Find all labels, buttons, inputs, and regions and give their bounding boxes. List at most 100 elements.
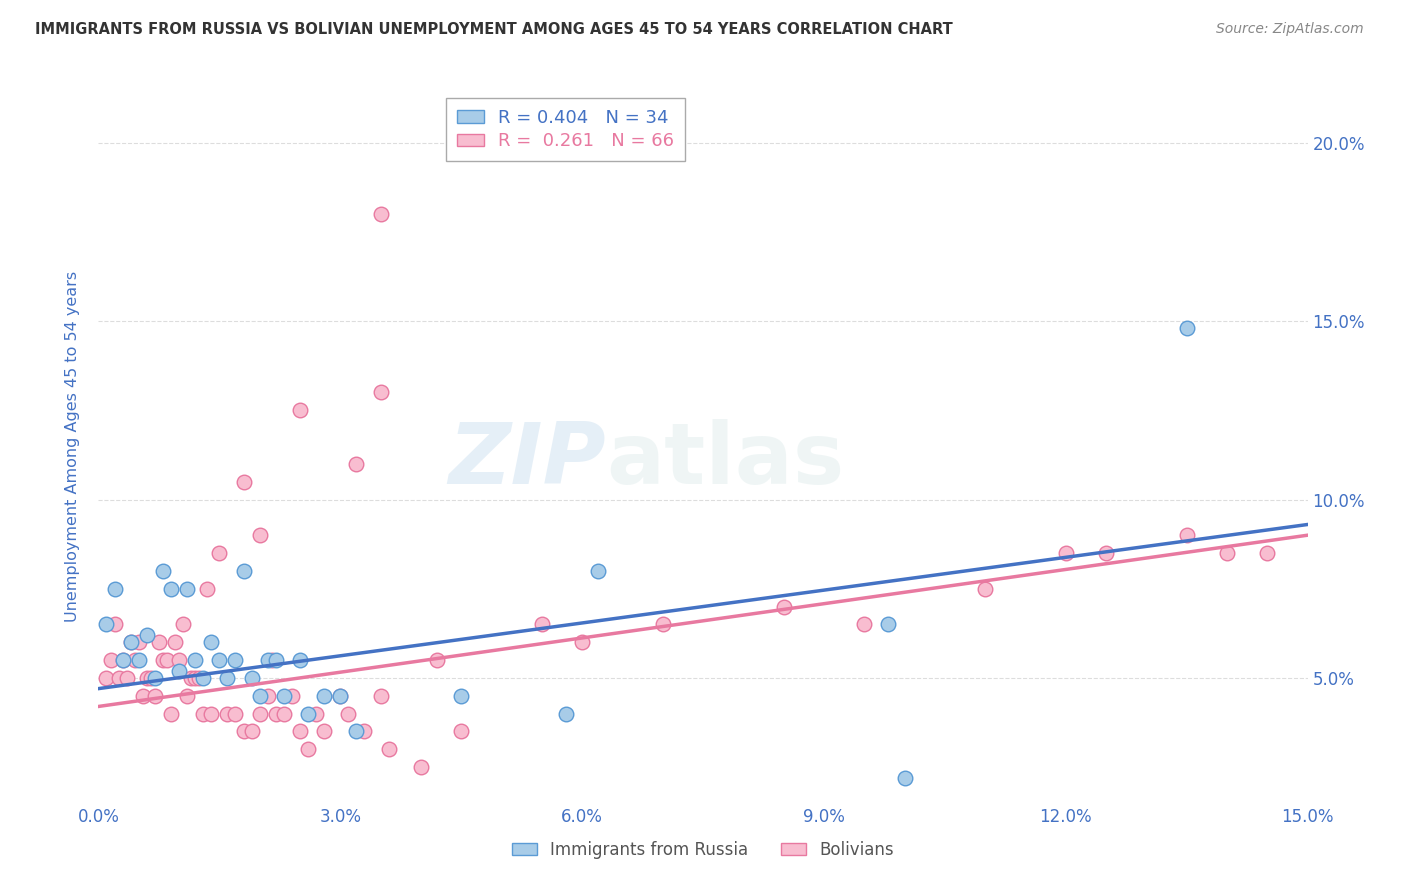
Text: Source: ZipAtlas.com: Source: ZipAtlas.com (1216, 22, 1364, 37)
Point (1054, 546, 1077, 560)
Point (208, 653, 231, 667)
Point (305, 706, 328, 721)
Point (200, 706, 222, 721)
Point (96, 671, 118, 685)
Point (853, 617, 876, 632)
Point (281, 689, 304, 703)
Text: IMMIGRANTS FROM RUSSIA VS BOLIVIAN UNEMPLOYMENT AMONG AGES 45 TO 54 YEARS CORREL: IMMIGRANTS FROM RUSSIA VS BOLIVIAN UNEMP… (35, 22, 953, 37)
Point (450, 689, 472, 703)
Point (344, 457, 367, 471)
Point (160, 582, 183, 596)
Point (167, 664, 190, 678)
Point (224, 653, 246, 667)
Point (256, 689, 278, 703)
Point (107, 671, 129, 685)
Point (200, 635, 222, 649)
Point (193, 706, 215, 721)
Point (160, 706, 183, 721)
Point (409, 760, 432, 774)
Point (217, 706, 239, 721)
Point (426, 653, 449, 667)
Point (156, 653, 179, 667)
Point (530, 617, 553, 632)
Point (314, 724, 336, 739)
Point (893, 771, 915, 785)
Point (314, 689, 336, 703)
Point (240, 724, 263, 739)
Point (586, 564, 609, 578)
Point (288, 403, 311, 417)
Point (344, 724, 367, 739)
Point (120, 635, 142, 649)
Point (772, 599, 794, 614)
Point (555, 706, 578, 721)
Point (172, 617, 194, 632)
Point (176, 689, 198, 703)
Point (217, 671, 239, 685)
Point (337, 706, 360, 721)
Point (167, 653, 190, 667)
Point (1216, 546, 1239, 560)
Point (249, 528, 271, 542)
Point (297, 706, 319, 721)
Point (370, 207, 392, 221)
Point (139, 671, 162, 685)
Point (288, 724, 311, 739)
Point (128, 653, 150, 667)
Point (224, 706, 246, 721)
Point (288, 653, 311, 667)
Point (135, 628, 157, 642)
Point (184, 671, 207, 685)
Point (370, 689, 392, 703)
Point (260, 653, 283, 667)
Point (651, 617, 673, 632)
Point (188, 671, 211, 685)
Point (193, 671, 215, 685)
Point (124, 653, 146, 667)
Text: ZIP: ZIP (449, 418, 606, 502)
Point (103, 617, 125, 632)
Point (377, 742, 399, 756)
Point (208, 546, 231, 560)
Point (111, 653, 134, 667)
Point (273, 689, 295, 703)
Point (370, 385, 392, 400)
Point (148, 635, 170, 649)
Point (232, 724, 254, 739)
Point (450, 724, 472, 739)
Point (240, 671, 263, 685)
Point (184, 653, 207, 667)
Point (143, 689, 166, 703)
Point (1256, 546, 1278, 560)
Point (100, 653, 122, 667)
Point (180, 671, 202, 685)
Point (111, 653, 134, 667)
Point (249, 706, 271, 721)
Legend: Immigrants from Russia, Bolivians: Immigrants from Russia, Bolivians (505, 835, 901, 866)
Point (128, 635, 150, 649)
Point (264, 706, 287, 721)
Point (249, 689, 271, 703)
Point (143, 671, 166, 685)
Point (329, 689, 352, 703)
Point (353, 724, 375, 739)
Point (329, 689, 352, 703)
Point (152, 653, 174, 667)
Point (1095, 546, 1118, 560)
Point (195, 582, 218, 596)
Point (256, 653, 278, 667)
Point (115, 671, 138, 685)
Y-axis label: Unemployment Among Ages 45 to 54 years: Unemployment Among Ages 45 to 54 years (65, 270, 80, 622)
Point (163, 635, 186, 649)
Point (232, 564, 254, 578)
Point (1175, 528, 1198, 542)
Point (877, 617, 900, 632)
Point (103, 582, 125, 596)
Point (132, 689, 155, 703)
Point (152, 564, 174, 578)
Point (273, 706, 295, 721)
Point (232, 475, 254, 489)
Point (120, 635, 142, 649)
Point (176, 582, 198, 596)
Point (571, 635, 593, 649)
